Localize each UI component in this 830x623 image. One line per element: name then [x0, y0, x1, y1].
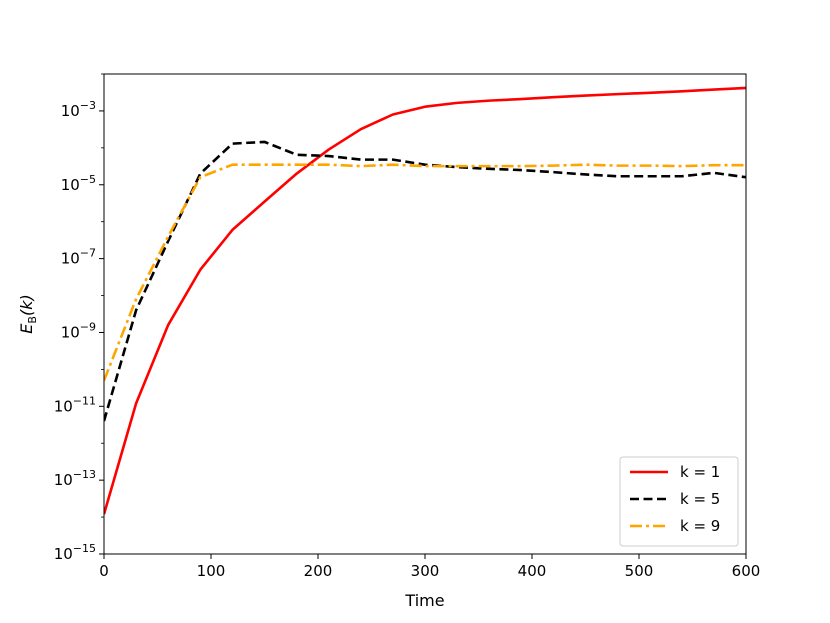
series-line-k-1 — [104, 86, 746, 515]
y-axis-title: EB(k) — [17, 294, 39, 333]
legend-frame — [619, 456, 739, 547]
y-tick-label: 10−9 — [61, 320, 96, 341]
x-tick-label: 400 — [518, 562, 547, 580]
y-tick-label: 10−3 — [61, 99, 96, 120]
x-tick-label: 0 — [99, 562, 109, 580]
legend-label: k = 9 — [680, 517, 720, 535]
x-axis-title: Time — [404, 591, 444, 610]
y-tick-label: 10−15 — [54, 542, 96, 563]
legend-label: k = 1 — [680, 463, 720, 481]
y-tick-label: 10−13 — [54, 468, 96, 489]
series-line-k-9 — [104, 163, 746, 381]
y-tick-label: 10−5 — [61, 173, 96, 194]
x-tick-label: 600 — [732, 562, 761, 580]
y-tick-label: 10−7 — [61, 247, 96, 268]
y-axis: 10−15 10−13 10−11 10−9 10−7 10−5 10−3 — [54, 73, 104, 563]
x-tick-label: 300 — [411, 562, 440, 580]
series-layer — [104, 86, 746, 515]
legend: k = 1 k = 5 k = 9 — [619, 456, 739, 547]
x-tick-label: 100 — [197, 562, 226, 580]
legend-label: k = 5 — [680, 490, 720, 508]
series-line-k-5 — [104, 140, 746, 422]
x-tick-label: 200 — [304, 562, 333, 580]
x-tick-label: 500 — [625, 562, 654, 580]
x-axis: 0 100 200 300 400 500 600 — [99, 554, 760, 580]
y-tick-label: 10−11 — [54, 394, 96, 415]
